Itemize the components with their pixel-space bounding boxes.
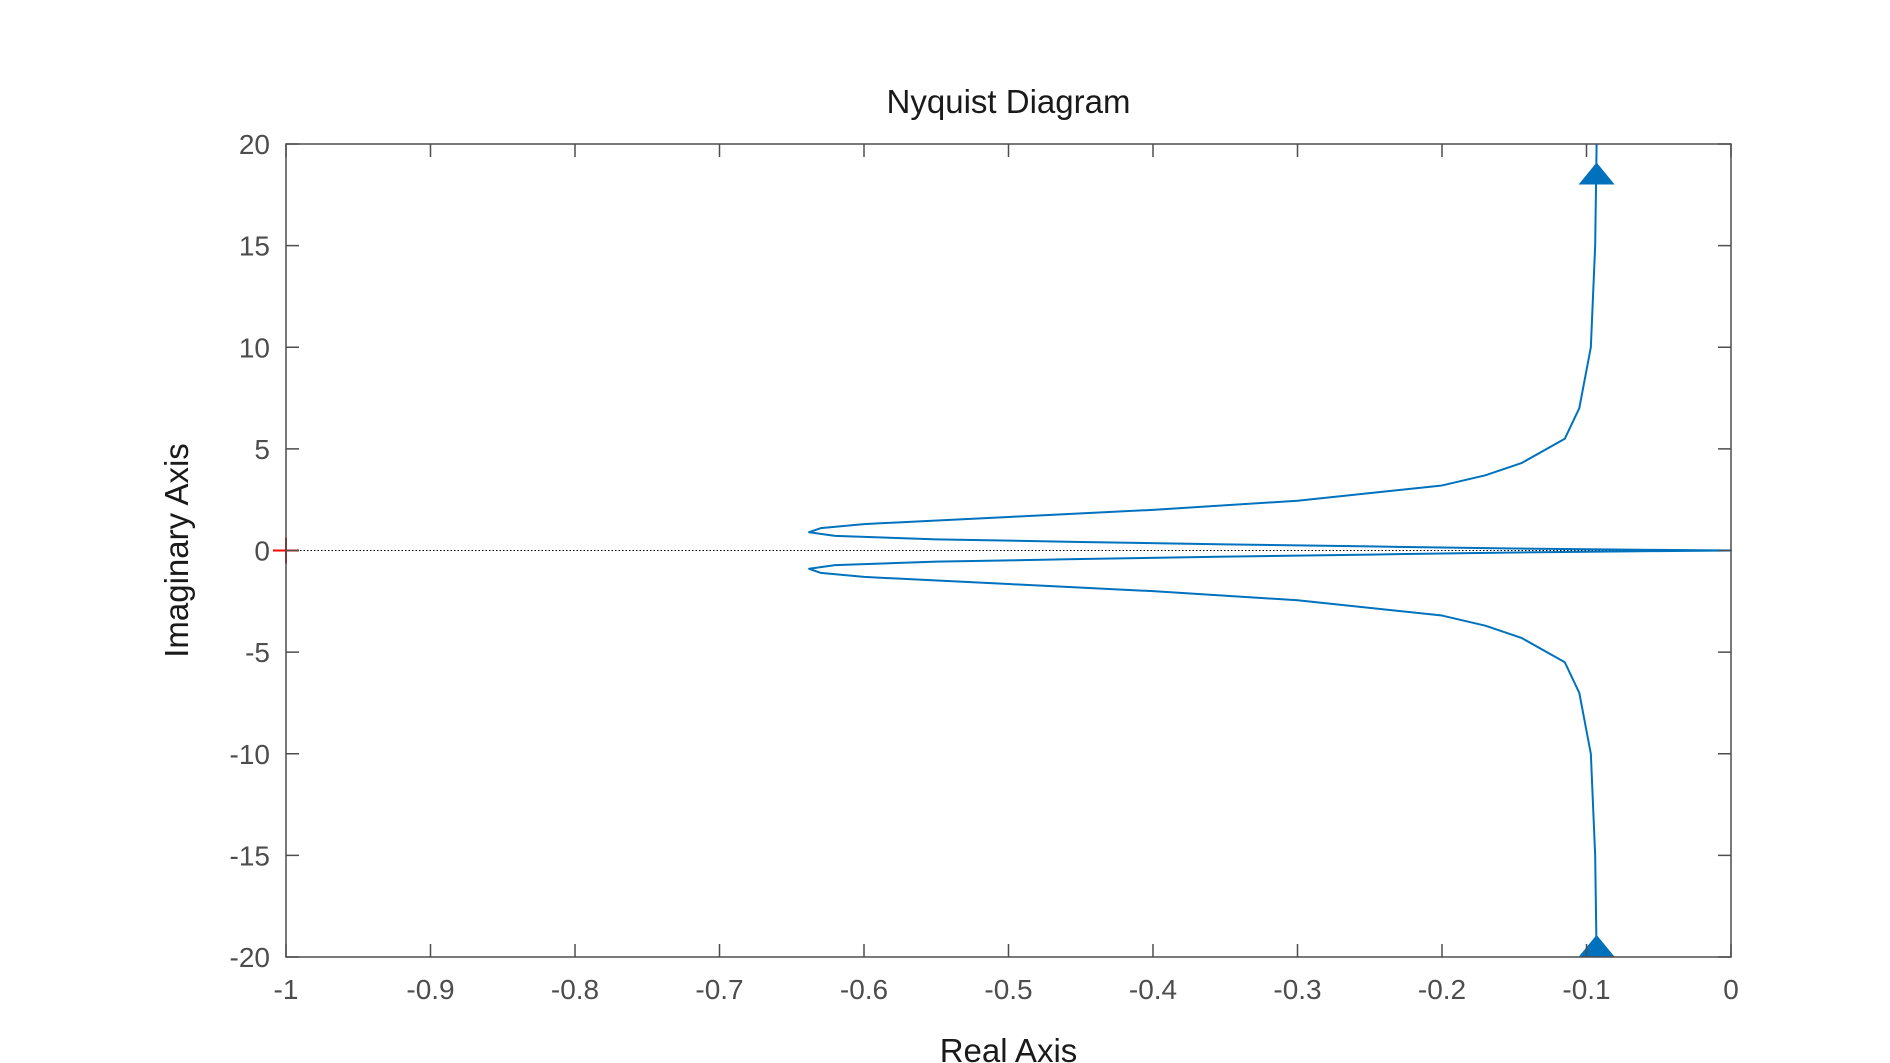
x-tick-label: -1 — [274, 974, 299, 1005]
direction-arrow-0 — [1578, 162, 1615, 185]
x-axis-label: Real Axis — [940, 1032, 1078, 1063]
chart-title: Nyquist Diagram — [887, 83, 1131, 120]
y-tick-label: -20 — [230, 942, 270, 973]
x-tick-label: -0.2 — [1418, 974, 1466, 1005]
y-tick-label: 15 — [239, 231, 270, 262]
x-tick-label: -0.1 — [1562, 974, 1610, 1005]
y-tick-label: 10 — [239, 332, 270, 363]
y-tick-label: 0 — [254, 536, 270, 567]
axes-layer: -1 -0.9 -0.8 -0.7 -0.6 -0.5 -0.4 -0.3 -0.2 -0.1 0 -… — [230, 129, 1739, 1005]
x-tick-label: -0.3 — [1273, 974, 1321, 1005]
y-tick-label: -10 — [230, 739, 270, 770]
y-axis-label: Imaginary Axis — [158, 443, 195, 658]
x-tick-label: -0.8 — [551, 974, 599, 1005]
y-tick-label: -5 — [245, 637, 270, 668]
arrow-layer — [1578, 162, 1615, 957]
x-tick-label: -0.5 — [984, 974, 1032, 1005]
x-tick-label: -0.6 — [840, 974, 888, 1005]
x-tick-label: -0.4 — [1129, 974, 1177, 1005]
direction-arrow-1 — [1578, 934, 1615, 957]
x-tick-label: 0 — [1723, 974, 1739, 1005]
x-tick-label: -0.9 — [406, 974, 454, 1005]
y-tick-label: 20 — [239, 129, 270, 160]
y-tick-label: -15 — [230, 840, 270, 871]
x-tick-label: -0.7 — [695, 974, 743, 1005]
y-tick-label: 5 — [254, 434, 270, 465]
